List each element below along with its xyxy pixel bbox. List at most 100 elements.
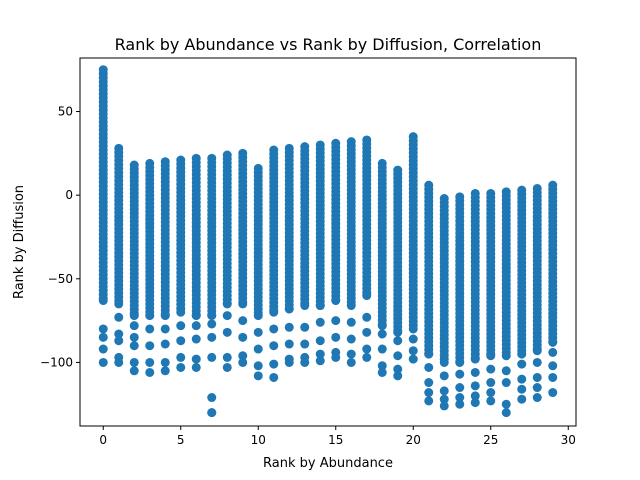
data-point: [517, 359, 527, 369]
data-point: [362, 352, 372, 362]
data-point: [145, 357, 155, 367]
y-tick-label: −100: [40, 355, 73, 369]
data-point: [470, 398, 480, 408]
data-point: [300, 357, 310, 367]
data-point: [253, 311, 263, 321]
x-tick-label: 20: [406, 433, 421, 447]
data-point: [346, 301, 356, 311]
data-point: [129, 332, 139, 342]
data-point: [222, 327, 232, 337]
data-point: [548, 347, 558, 357]
data-point: [238, 299, 248, 309]
x-axis: 0 5 10 15 20 25 30: [99, 426, 576, 447]
data-point: [160, 366, 170, 376]
chart-title: Rank by Abundance vs Rank by Diffusion, …: [115, 35, 542, 54]
data-point: [176, 336, 186, 346]
data-point: [145, 367, 155, 377]
data-point: [470, 381, 480, 391]
data-point: [346, 334, 356, 344]
data-point: [377, 361, 387, 371]
data-point: [408, 334, 418, 344]
data-point: [98, 296, 108, 306]
data-point: [393, 364, 403, 374]
data-point: [377, 321, 387, 331]
data-point: [408, 324, 418, 334]
data-point: [114, 312, 124, 322]
x-tick-label: 5: [177, 433, 185, 447]
data-point: [548, 372, 558, 382]
data-point: [222, 311, 232, 321]
data-point: [393, 336, 403, 346]
data-point: [424, 362, 434, 372]
data-point: [145, 311, 155, 321]
data-point: [501, 351, 511, 361]
data-point: [114, 336, 124, 346]
data-point: [362, 344, 372, 354]
x-tick-label: 15: [328, 433, 343, 447]
data-point: [114, 299, 124, 309]
data-point: [269, 372, 279, 382]
data-point: [315, 317, 325, 327]
data-point: [424, 388, 434, 398]
data-point: [176, 321, 186, 331]
data-point: [160, 311, 170, 321]
y-tick-label: −50: [48, 272, 73, 286]
data-point: [331, 332, 341, 342]
data-point: [160, 357, 170, 367]
data-point: [455, 357, 465, 367]
data-point: [269, 359, 279, 369]
data-point: [346, 357, 356, 367]
data-point: [191, 354, 201, 364]
data-point: [253, 371, 263, 381]
data-point: [207, 319, 217, 329]
data-point: [501, 378, 511, 388]
data-point: [284, 322, 294, 332]
data-point: [455, 369, 465, 379]
y-axis-label: Rank by Diffusion: [12, 185, 27, 299]
data-point: [98, 324, 108, 334]
data-point: [238, 357, 248, 367]
data-point: [517, 394, 527, 404]
data-point: [393, 351, 403, 361]
data-point: [439, 371, 449, 381]
data-point: [532, 393, 542, 403]
data-point: [253, 361, 263, 371]
data-point: [269, 307, 279, 317]
data-point: [439, 357, 449, 367]
data-point: [176, 362, 186, 372]
x-tick-label: 30: [561, 433, 576, 447]
data-point: [548, 337, 558, 347]
data-point: [129, 321, 139, 331]
data-point: [98, 357, 108, 367]
data-point: [346, 349, 356, 359]
data-point: [455, 399, 465, 409]
data-point: [129, 366, 139, 376]
data-point: [470, 367, 480, 377]
data-point: [362, 327, 372, 337]
data-point: [207, 332, 217, 342]
data-point: [191, 362, 201, 372]
data-point: [176, 307, 186, 317]
data-point: [470, 391, 480, 401]
data-point: [501, 399, 511, 409]
data-point: [331, 316, 341, 326]
data-point: [362, 291, 372, 301]
data-point: [486, 396, 496, 406]
data-point: [114, 357, 124, 367]
data-point: [300, 322, 310, 332]
data-point: [486, 364, 496, 374]
data-point: [176, 352, 186, 362]
data-point: [300, 301, 310, 311]
data-point: [207, 408, 217, 418]
y-axis: −100 −50 0 50: [40, 105, 80, 369]
data-point: [300, 339, 310, 349]
data-point: [439, 386, 449, 396]
data-point: [377, 344, 387, 354]
scatter-points: [98, 65, 558, 418]
data-point: [393, 371, 403, 381]
data-point: [377, 367, 387, 377]
data-point: [455, 383, 465, 393]
data-point: [532, 357, 542, 367]
x-axis-label: Rank by Abundance: [263, 456, 393, 471]
